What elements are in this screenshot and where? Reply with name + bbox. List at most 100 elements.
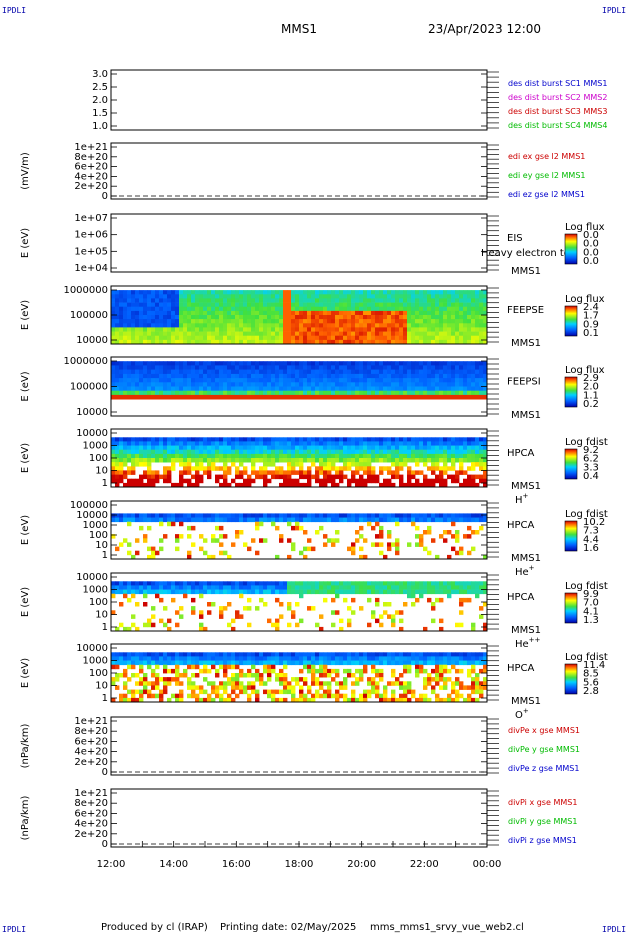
spectrogram-cell [115,458,120,463]
spectrogram-cell [339,656,344,661]
spectrogram-cell [395,521,400,527]
spectrogram-cell [223,437,228,442]
spacecraft-label: MMS1 [511,481,541,492]
spectrogram-cell [419,382,424,387]
spectrogram-cell [175,673,180,678]
spectrogram-cell [207,517,212,523]
spectrogram-cell [151,673,156,678]
spectrogram-cell [159,513,164,518]
spectrogram-cell [175,546,180,552]
spectrogram-cell [463,365,468,370]
spectrogram-cell [435,306,440,312]
spectrogram-cell [135,453,140,459]
spectrogram-cell [147,474,152,480]
spectrogram-cell [319,482,324,488]
spectrogram-cell [147,310,152,316]
spectrogram-cell [255,677,260,682]
spectrogram-cell [279,290,284,295]
spectrogram-cell [395,542,400,547]
spectrogram-cell [463,685,468,690]
spectrogram-cell [247,589,252,595]
spectrogram-cell [191,306,196,312]
spectrogram-cell [223,581,228,586]
spectrogram-cell [399,331,404,337]
spectrogram-cell [355,585,360,590]
spectrogram-cell [423,386,428,392]
time-tick-label: 14:00 [159,859,188,870]
spectrogram-cell [199,298,204,303]
spectrogram-cell [323,294,328,299]
spectrogram-cell [331,386,336,392]
spectrogram-cell [467,513,472,518]
spectrogram-cell [475,445,480,451]
spectrogram-cell [291,290,296,295]
spectrogram-cell [387,394,392,400]
spectrogram-cell [115,513,120,518]
spectrogram-cell [391,585,396,590]
spectrogram-cell [479,445,484,451]
spectrogram-cell [451,323,456,328]
spectrogram-cell [335,361,340,366]
spectrogram-cell [143,517,148,523]
spectrogram-cell [351,390,356,396]
spectrogram-cell [419,656,424,661]
legend-entry: des dist burst SC3 MMS3 [508,107,607,116]
spectrogram-cell [227,449,232,455]
spectrogram-cell [239,517,244,523]
spectrogram-cell [275,390,280,396]
spectrogram-cell [163,327,168,332]
spectrogram-cell [179,652,184,657]
spectrogram-cell [371,449,376,455]
spectrogram-cell [371,689,376,695]
spectrogram-cell [163,298,168,303]
spectrogram-cell [251,335,256,341]
spectrogram-cell [243,294,248,299]
spectrogram-cell [415,335,420,341]
spectrogram-cell [335,458,340,463]
spectrogram-cell [439,656,444,661]
spectrogram-cell [239,315,244,320]
spectrogram-cell [475,482,480,488]
spectrogram-cell [415,445,420,451]
spectrogram-cell [131,335,136,341]
spectrogram-cell [231,660,236,666]
spectrogram-cell [415,664,420,670]
spectrogram-cell [283,290,288,295]
spectrogram-cell [447,453,452,459]
spectrogram-cell [447,652,452,657]
spectrogram-cell [179,585,184,590]
spectrogram-cell [271,382,276,387]
spectrogram-cell [143,534,148,539]
spectrogram-cell [383,689,388,695]
spectrogram-cell [335,302,340,308]
spectrogram-cell [267,294,272,299]
spectrogram-cell [187,470,192,475]
spectrogram-cell [483,458,488,463]
spectrogram-cell [451,478,456,484]
spectrogram-cell [235,302,240,308]
spectrogram-cell [351,546,356,552]
spectrogram-cell [151,614,156,619]
spectrogram-cell [199,339,204,345]
spectrogram-cell [315,339,320,345]
spectrogram-cell [183,327,188,332]
spectrogram-cell [307,382,312,387]
spectrogram-cell [295,458,300,463]
spectrogram-cell [351,462,356,467]
spectrogram-cell [387,437,392,442]
spectrogram-cell [219,664,224,670]
spectrogram-cell [455,585,460,590]
spectrogram-cell [419,668,424,674]
spectrogram-cell [475,581,480,586]
spectrogram-cell [287,538,292,543]
spectrogram-cell [127,327,132,332]
spectrogram-cell [115,373,120,379]
spectrogram-cell [335,593,340,599]
spectrogram-cell [383,331,388,337]
spectrogram-cell [179,656,184,661]
spectrogram-cell [359,453,364,459]
spectrogram-cell [239,386,244,392]
spectrogram-cell [483,335,488,341]
spectrogram-cell [179,373,184,379]
